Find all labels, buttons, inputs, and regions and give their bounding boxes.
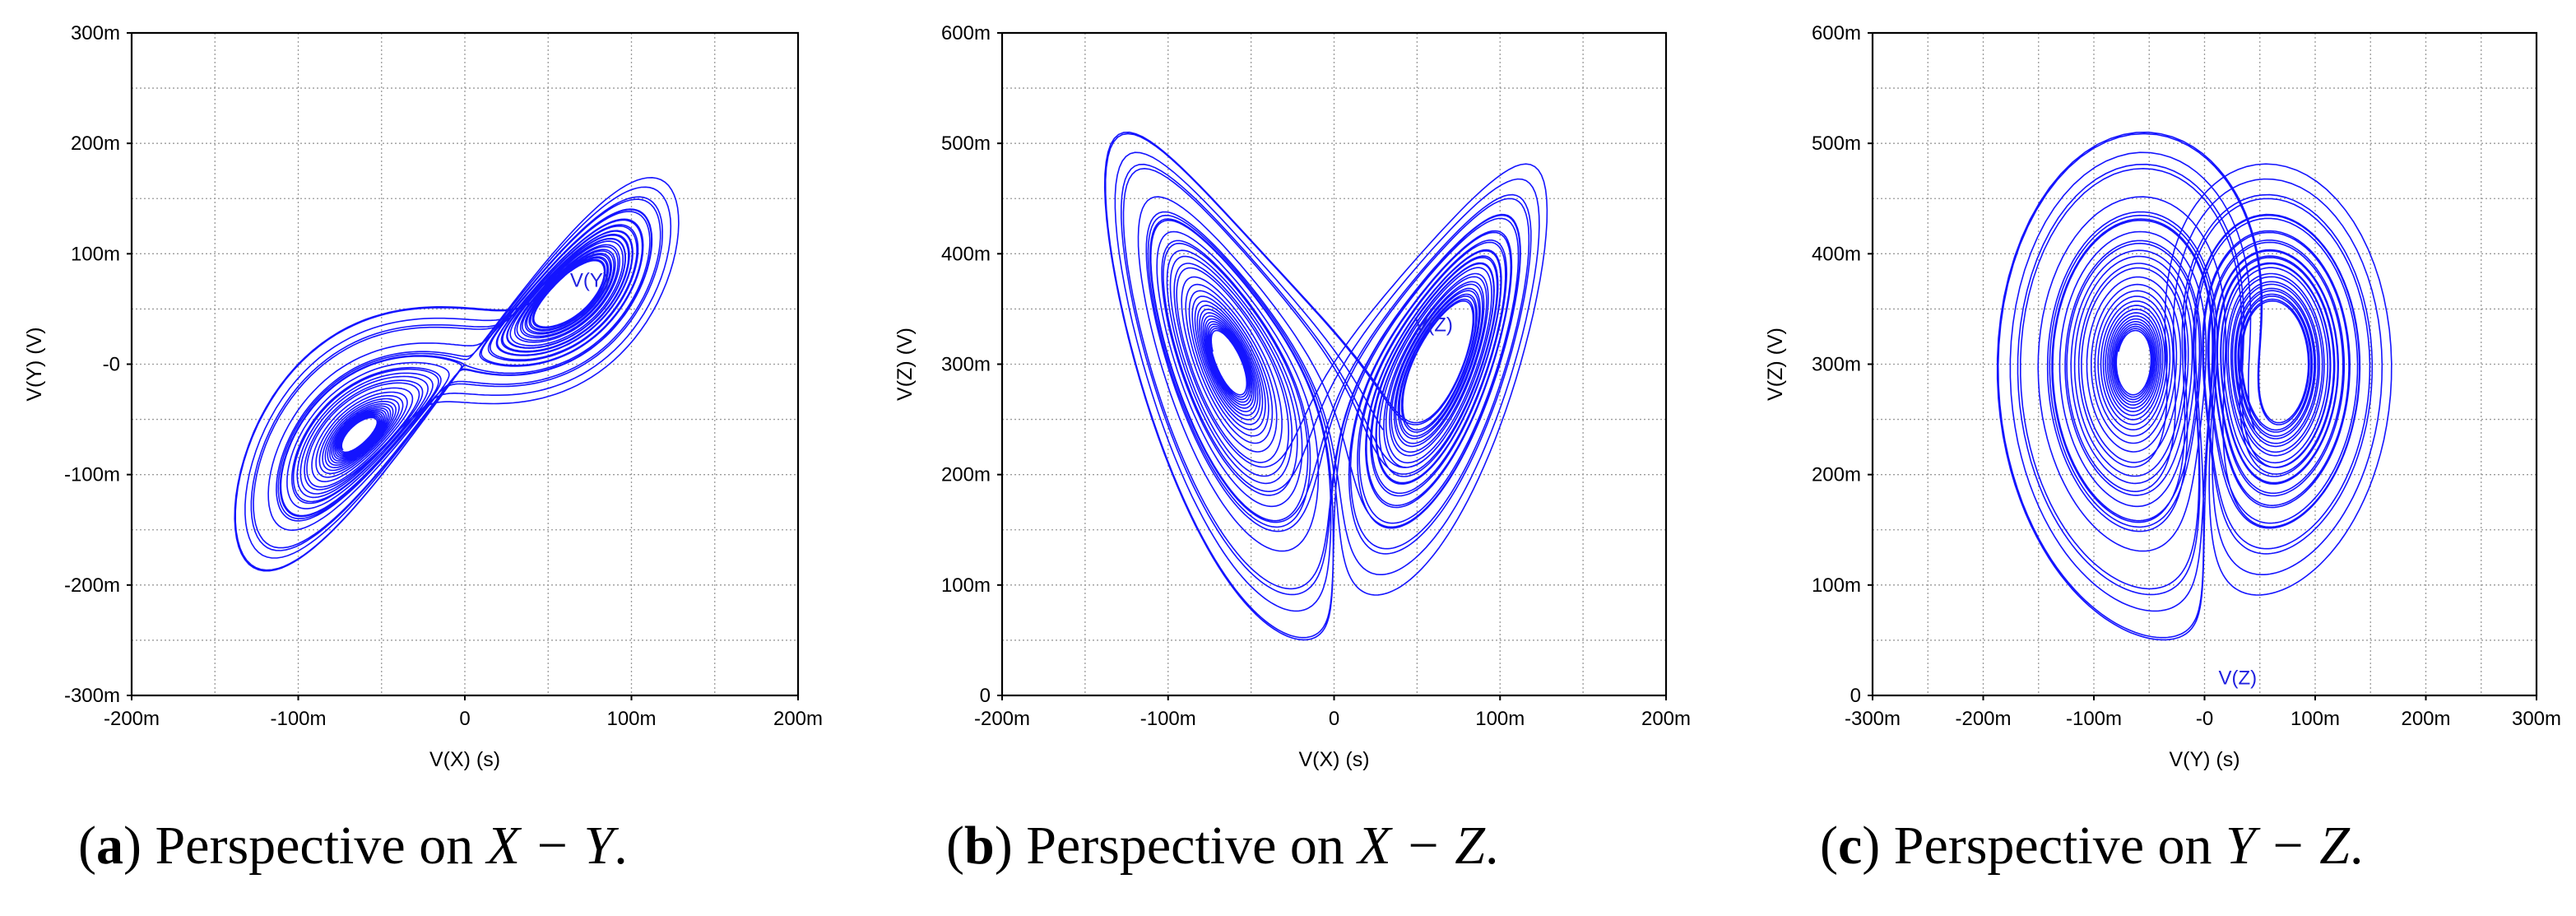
y-tick-label: 500m bbox=[941, 133, 991, 155]
caption-b-end: . bbox=[1484, 816, 1499, 876]
caption-a-text: Perspective on bbox=[155, 816, 487, 876]
y-tick-label: 500m bbox=[1812, 133, 1861, 155]
caption-a-letter: a bbox=[95, 816, 123, 876]
x-axis-label: V(X) (s) bbox=[429, 748, 500, 771]
caption-c-letter: c bbox=[1837, 816, 1863, 876]
caption-c: (c) Perspective on Y − Z. bbox=[1820, 816, 2364, 876]
y-tick-label: -100m bbox=[64, 464, 120, 486]
y-tick-label: 300m bbox=[941, 354, 991, 376]
x-tick-label: -200m bbox=[974, 708, 1030, 730]
y-tick-label: 100m bbox=[71, 243, 120, 265]
x-tick-label: 300m bbox=[2512, 708, 2561, 730]
y-tick-label: 400m bbox=[1812, 243, 1861, 265]
x-tick-label: 200m bbox=[2401, 708, 2450, 730]
x-tick-label: -100m bbox=[1140, 708, 1196, 730]
y-tick-label: 300m bbox=[71, 22, 120, 44]
x-axis-label: V(Y) (s) bbox=[2169, 748, 2239, 771]
x-tick-label: 200m bbox=[773, 708, 823, 730]
y-tick-label: 600m bbox=[1812, 22, 1861, 44]
chart-panel-a: -200m -100m 0 100m 200m 300m 200m 100m -0 -100m -2… bbox=[23, 22, 823, 771]
y-tick-label: -0 bbox=[103, 354, 120, 376]
y-tick-label: 100m bbox=[1812, 574, 1861, 597]
caption-b: (b) Perspective on X − Z. bbox=[946, 816, 1499, 876]
x-tick-label: -300m bbox=[1845, 708, 1901, 730]
x-tick-label: 100m bbox=[606, 708, 656, 730]
caption-b-letter: b bbox=[963, 816, 995, 876]
x-tick-label: -200m bbox=[104, 708, 160, 730]
y-tick-label: 400m bbox=[941, 243, 991, 265]
x-tick-label: 0 bbox=[1329, 708, 1339, 730]
x-tick-label: -200m bbox=[1955, 708, 2011, 730]
x-tick-label: 100m bbox=[1475, 708, 1525, 730]
trace-label: V(Y) bbox=[570, 270, 610, 292]
trace-label: V(Z) bbox=[1414, 314, 1453, 336]
y-tick-label: 0 bbox=[980, 685, 991, 707]
x-axis-label: V(X) (s) bbox=[1298, 748, 1369, 771]
caption-c-end: . bbox=[2349, 816, 2364, 876]
caption-a-math: X − Y bbox=[486, 816, 615, 876]
y-tick-label: 0 bbox=[1850, 685, 1861, 707]
x-tick-label: -100m bbox=[2066, 708, 2122, 730]
series-line bbox=[234, 176, 680, 572]
x-tick-label: 100m bbox=[2291, 708, 2340, 730]
y-axis-label: V(Y) (V) bbox=[23, 327, 46, 401]
y-tick-label: -300m bbox=[64, 685, 120, 707]
chart-panel-b: -200m -100m 0 100m 200m 600m 500m 400m 300m 200m 1… bbox=[893, 22, 1691, 771]
chart-panel-c: -300m -200m -100m -0 100m 200m 300m 600m 500m 400… bbox=[1764, 22, 2561, 771]
caption-b-text: Perspective on bbox=[1026, 816, 1358, 876]
caption-c-text: Perspective on bbox=[1893, 816, 2226, 876]
caption-a-end: . bbox=[614, 816, 628, 876]
x-tick-label: -100m bbox=[270, 708, 326, 730]
y-tick-label: -200m bbox=[64, 574, 120, 597]
x-tick-label: 200m bbox=[1641, 708, 1691, 730]
caption-b-math: X − Z bbox=[1358, 816, 1485, 876]
caption-a: (a) Perspective on X − Y. bbox=[78, 816, 628, 876]
x-tick-label: 0 bbox=[459, 708, 470, 730]
y-tick-label: 600m bbox=[941, 22, 991, 44]
caption-c-math: Y − Z bbox=[2225, 816, 2350, 876]
series-line bbox=[1103, 131, 1548, 641]
y-tick-label: 300m bbox=[1812, 354, 1861, 376]
y-tick-label: 200m bbox=[71, 133, 120, 155]
y-tick-label: 200m bbox=[941, 464, 991, 486]
x-tick-label: -0 bbox=[2196, 708, 2213, 730]
trace-label: V(Z) bbox=[2219, 667, 2258, 690]
series-line bbox=[1996, 131, 2393, 641]
y-axis-label: V(Z) (V) bbox=[1764, 328, 1787, 401]
y-tick-label: 100m bbox=[941, 574, 991, 597]
y-axis-label: V(Z) (V) bbox=[893, 328, 917, 401]
y-tick-label: 200m bbox=[1812, 464, 1861, 486]
